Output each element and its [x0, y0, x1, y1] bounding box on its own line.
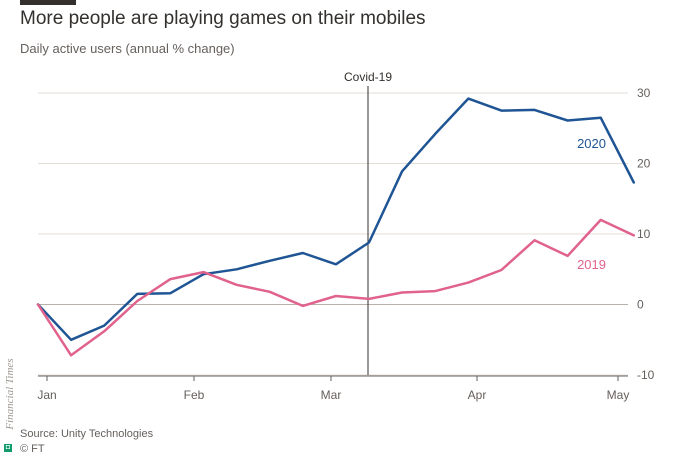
x-tick-label: May: [607, 388, 630, 402]
chart-subtitle: Daily active users (annual % change): [20, 41, 235, 56]
series-line-2019: [36, 218, 636, 357]
y-tick-label: 20: [637, 157, 651, 171]
source-note: Source: Unity Technologies: [20, 428, 154, 440]
y-tick-label: 30: [637, 86, 651, 100]
x-tick-label: Mar: [321, 388, 342, 402]
covid-annotation: Covid-19: [344, 70, 392, 84]
top-accent-bar: [20, 0, 76, 5]
x-tick-label: Apr: [468, 388, 487, 402]
series-label-2020: 2020: [577, 136, 606, 151]
line-chart: 30 20 10 0 -10 Jan Feb Mar Apr May Covid-19 2020 201…: [36, 70, 655, 402]
chart-title: More people are playing games on their m…: [20, 8, 426, 29]
series-line-2020: [36, 97, 636, 342]
x-tick-label: Jan: [37, 388, 56, 402]
ft-logo-icon: ◘: [4, 444, 12, 452]
y-tick-label: 10: [637, 227, 651, 241]
publisher-side-label: Financial Times: [4, 358, 16, 430]
y-tick-label: 0: [637, 298, 644, 312]
series-label-2019: 2019: [577, 257, 606, 272]
x-tick-label: Feb: [184, 388, 205, 402]
y-tick-label: -10: [637, 368, 655, 382]
copyright-note: © FT: [20, 443, 45, 455]
